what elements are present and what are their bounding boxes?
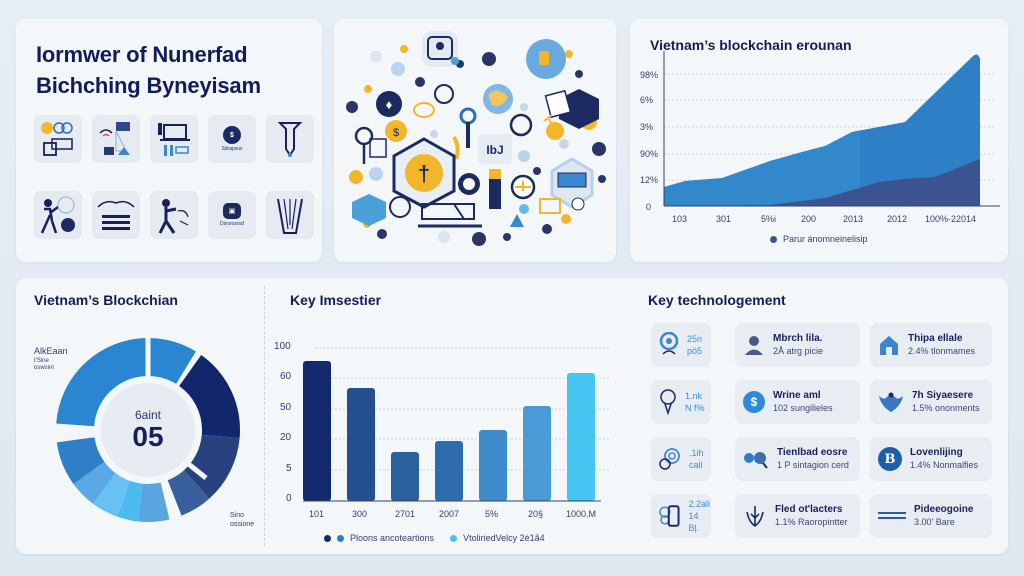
- coin-chat-icon: [34, 115, 82, 163]
- shield-lock-icon: ▣ Dsrsrssrsd: [208, 191, 256, 239]
- svg-text:$: $: [393, 127, 399, 139]
- mobile-device-icon: [659, 505, 680, 527]
- anchor-icon: [746, 506, 764, 527]
- donut-chart: 6aint 05: [56, 338, 240, 522]
- donut-title: Vietnam’s Blockchian: [34, 292, 178, 308]
- page-title: Iormwer of Nunerfad Bichching Byneyisam: [36, 42, 261, 98]
- tech-tile-lightbulb[interactable]: 1.nk N f%: [651, 380, 711, 424]
- tech-tile-emblem[interactable]: 7h Siyaesere 1.5% ononments: [870, 380, 992, 424]
- tech-tile-location[interactable]: 25n pö5: [651, 323, 711, 367]
- person-network-icon: [34, 191, 82, 239]
- donut-label-top: AlkEaan: [34, 346, 68, 356]
- location-pin-icon: [659, 332, 679, 355]
- documents-icon: [266, 191, 314, 239]
- badge-icon: $ Sdrapsus: [208, 115, 256, 163]
- svg-text:IbJ: IbJ: [486, 143, 503, 157]
- lightbulb-icon: [660, 389, 676, 415]
- chain-stack-icon: [92, 191, 140, 239]
- tech-title: Key technologement: [648, 292, 786, 308]
- pipette-icon: [266, 115, 314, 163]
- eagle-emblem-icon: [879, 392, 903, 412]
- tech-tile-lines[interactable]: Pideeogoine 3.00' Bare: [870, 494, 992, 538]
- area-chart-legend: Parur ánomneinelisip: [770, 234, 868, 244]
- dollar-icon: $: [743, 391, 765, 413]
- tech-tile-user[interactable]: Mbrch lila. 2Å atrg picie: [735, 323, 860, 367]
- legend-swatch: [770, 235, 777, 243]
- bitcoin-icon: B: [878, 447, 902, 471]
- tech-tile-search[interactable]: Tienlbad eosre 1 P sintagion cerd: [735, 437, 860, 481]
- icon-cluster-card: ♦ $ IbJ †: [334, 19, 616, 262]
- icon-cluster: ♦ $ IbJ †: [346, 31, 606, 246]
- bottom-panel: Vietnam’s Blockchian 6aint 05: [16, 278, 1008, 554]
- bar-chart-title: Key Imsestier: [290, 292, 382, 308]
- house-icon: [880, 336, 898, 355]
- user-icon: [745, 336, 763, 355]
- computer-terminal-icon: [150, 115, 198, 163]
- icon-grid: $ Sdrapsus ▣ Dsrsrssrsd: [34, 115, 314, 239]
- wifi-device-icon: [92, 115, 140, 163]
- search-bubble-icon: [744, 452, 768, 469]
- lines-icon: [878, 512, 906, 519]
- area-chart: [663, 51, 1000, 207]
- title-card: Iormwer of Nunerfad Bichching Byneyisam …: [16, 19, 322, 262]
- target-link-icon: [659, 448, 680, 470]
- tech-tile-dollar[interactable]: $ Wrine aml 102 sungilieles: [735, 380, 860, 424]
- bar-chart: [303, 347, 610, 502]
- svg-text:♦: ♦: [386, 97, 393, 112]
- donut-label-bottom: Sino: [230, 512, 245, 519]
- area-chart-card: Vietnam’s blockchain erounan 98% 6% 3% 9…: [630, 19, 1008, 262]
- tech-tile-mobile[interactable]: 2.2ali 14 Bļ.: [651, 494, 711, 538]
- tech-tile-target[interactable]: .1ih cali: [651, 437, 711, 481]
- donut-center: 6aint 05: [101, 383, 195, 477]
- area-chart-title: Vietnam’s blockchain erounan: [650, 37, 852, 53]
- tech-tile-bitcoin[interactable]: B Lovenlijing 1.4% Nonmalfies: [870, 437, 992, 481]
- tech-tile-house[interactable]: Thipa ellale 2.4% tlonmames: [870, 323, 992, 367]
- svg-text:†: †: [418, 161, 430, 186]
- section-divider: [264, 286, 265, 546]
- worker-icon: [150, 191, 198, 239]
- bar-chart-legend: Ploons ancoteartions VtoliriedVelcy 2è1ã…: [324, 533, 545, 543]
- tech-tile-anchor[interactable]: Fled ot'lacters 1.1% Raoropintter: [735, 494, 860, 538]
